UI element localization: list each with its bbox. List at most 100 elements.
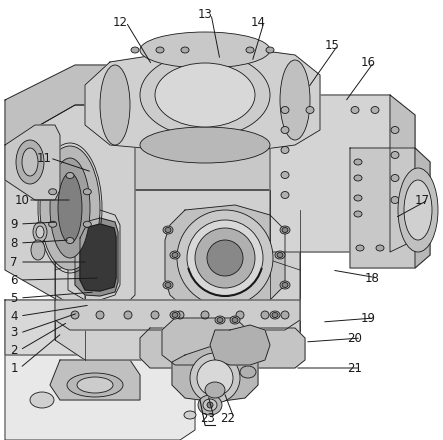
Ellipse shape <box>371 106 379 114</box>
Text: 10: 10 <box>15 194 29 206</box>
Ellipse shape <box>163 226 173 234</box>
Text: 17: 17 <box>415 194 430 206</box>
Ellipse shape <box>177 210 273 306</box>
Ellipse shape <box>165 282 171 287</box>
Polygon shape <box>55 120 300 190</box>
Ellipse shape <box>66 238 74 243</box>
Text: 7: 7 <box>10 256 18 268</box>
Ellipse shape <box>280 281 290 289</box>
Polygon shape <box>55 190 85 310</box>
Ellipse shape <box>124 311 132 319</box>
Ellipse shape <box>281 172 289 179</box>
Polygon shape <box>75 218 118 296</box>
Polygon shape <box>5 300 260 355</box>
Ellipse shape <box>281 106 289 114</box>
Ellipse shape <box>30 392 54 408</box>
Ellipse shape <box>277 253 283 257</box>
Text: 14: 14 <box>250 15 265 29</box>
Ellipse shape <box>207 240 243 276</box>
Ellipse shape <box>217 318 223 323</box>
Ellipse shape <box>184 411 196 419</box>
Ellipse shape <box>31 240 45 260</box>
Ellipse shape <box>96 311 104 319</box>
Ellipse shape <box>16 140 44 184</box>
Ellipse shape <box>391 175 399 181</box>
Ellipse shape <box>49 189 57 195</box>
Ellipse shape <box>270 311 280 319</box>
Ellipse shape <box>83 221 91 227</box>
Ellipse shape <box>280 226 290 234</box>
Ellipse shape <box>281 127 289 133</box>
Ellipse shape <box>77 377 113 393</box>
Ellipse shape <box>50 158 90 258</box>
Ellipse shape <box>49 221 57 227</box>
Ellipse shape <box>354 159 362 165</box>
Polygon shape <box>80 224 116 291</box>
Ellipse shape <box>356 245 364 251</box>
Polygon shape <box>140 328 305 368</box>
Ellipse shape <box>170 311 180 319</box>
Polygon shape <box>162 318 248 365</box>
Ellipse shape <box>230 316 240 324</box>
Ellipse shape <box>354 211 362 217</box>
Polygon shape <box>5 65 135 145</box>
Polygon shape <box>165 205 285 308</box>
Ellipse shape <box>172 312 178 318</box>
Text: 5: 5 <box>10 291 18 304</box>
Ellipse shape <box>33 222 47 242</box>
Ellipse shape <box>140 32 270 68</box>
Text: 8: 8 <box>10 237 18 249</box>
Polygon shape <box>172 345 258 402</box>
Ellipse shape <box>272 312 278 318</box>
Ellipse shape <box>36 226 44 238</box>
Polygon shape <box>55 300 300 330</box>
Ellipse shape <box>281 147 289 154</box>
Ellipse shape <box>170 251 180 259</box>
Text: 11: 11 <box>36 151 51 165</box>
Text: 3: 3 <box>10 326 18 340</box>
Ellipse shape <box>391 127 399 133</box>
Ellipse shape <box>205 382 225 398</box>
Ellipse shape <box>207 402 213 408</box>
Ellipse shape <box>261 311 269 319</box>
Text: 2: 2 <box>10 344 18 356</box>
Ellipse shape <box>266 47 274 53</box>
Polygon shape <box>5 105 135 310</box>
Ellipse shape <box>281 191 289 198</box>
Polygon shape <box>390 95 415 252</box>
Text: 1: 1 <box>10 362 18 374</box>
Polygon shape <box>50 360 140 400</box>
Text: 23: 23 <box>201 411 215 425</box>
Text: 18: 18 <box>365 271 380 285</box>
Text: 12: 12 <box>113 15 128 29</box>
Ellipse shape <box>391 197 399 203</box>
Ellipse shape <box>163 281 173 289</box>
Ellipse shape <box>140 53 270 137</box>
Ellipse shape <box>181 47 189 53</box>
Polygon shape <box>415 148 430 268</box>
Ellipse shape <box>354 175 362 181</box>
Ellipse shape <box>165 227 171 232</box>
Ellipse shape <box>232 318 238 323</box>
Ellipse shape <box>203 399 217 411</box>
Ellipse shape <box>236 311 244 319</box>
Ellipse shape <box>404 180 432 240</box>
Ellipse shape <box>151 311 159 319</box>
Text: 19: 19 <box>361 312 376 324</box>
Ellipse shape <box>215 316 225 324</box>
Polygon shape <box>55 190 300 360</box>
Ellipse shape <box>198 395 222 415</box>
Ellipse shape <box>131 47 139 53</box>
Text: 4: 4 <box>10 309 18 323</box>
Ellipse shape <box>280 60 310 140</box>
Ellipse shape <box>66 172 74 179</box>
Ellipse shape <box>172 253 178 257</box>
Polygon shape <box>5 300 260 440</box>
Ellipse shape <box>71 311 79 319</box>
Ellipse shape <box>354 195 362 201</box>
Ellipse shape <box>201 311 209 319</box>
Ellipse shape <box>22 148 38 176</box>
Polygon shape <box>5 125 60 200</box>
Text: 20: 20 <box>348 331 362 345</box>
Ellipse shape <box>240 366 256 378</box>
